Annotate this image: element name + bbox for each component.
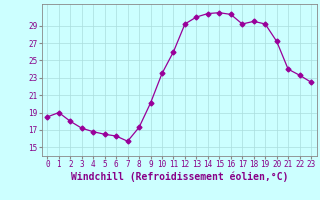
X-axis label: Windchill (Refroidissement éolien,°C): Windchill (Refroidissement éolien,°C) — [70, 172, 288, 182]
